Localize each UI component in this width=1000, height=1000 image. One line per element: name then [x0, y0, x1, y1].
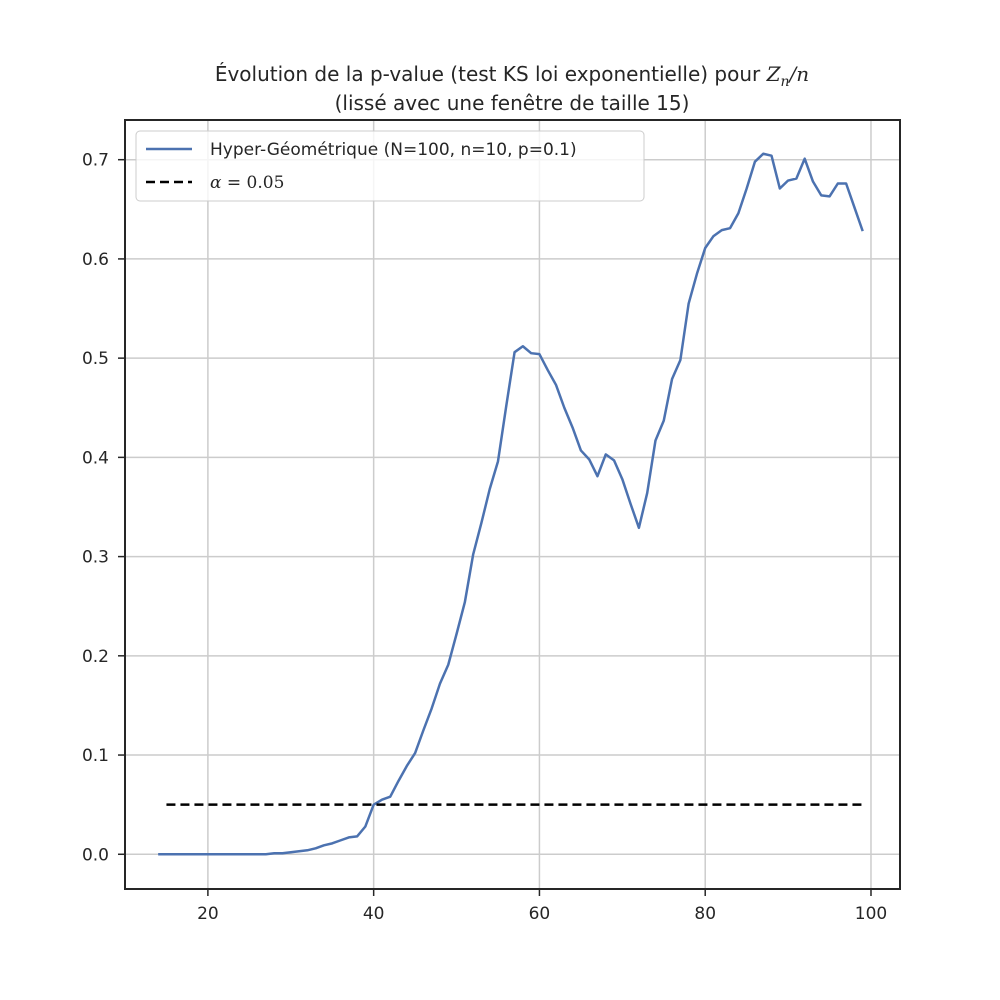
series-layer [158, 152, 864, 856]
y-tick-label: 0.4 [82, 448, 109, 468]
y-tick-label: 0.7 [82, 151, 109, 171]
legend-label-series-1: α = 0.05 [210, 173, 284, 193]
y-tick-label: 0.2 [82, 647, 109, 667]
y-tick-label: 0.0 [82, 845, 109, 865]
legend: Hyper-Géométrique (N=100, n=10, p=0.1) α… [135, 130, 645, 202]
y-tick-label: 0.1 [82, 746, 109, 766]
legend-alpha-symbol: α [210, 173, 222, 193]
grid [125, 120, 900, 889]
plot-frame [124, 119, 901, 890]
x-tick-label: 40 [363, 904, 385, 924]
x-tick-label: 20 [197, 904, 219, 924]
y-tick-label: 0.6 [82, 250, 109, 270]
legend-label-series-0: Hyper-Géométrique (N=100, n=10, p=0.1) [210, 140, 577, 160]
x-tick-label: 60 [529, 904, 551, 924]
chart-title-text: Évolution de la p-value (test KS loi exp… [215, 62, 767, 86]
chart-title-math-rest: /n [788, 62, 810, 86]
x-tick-label: 80 [694, 904, 716, 924]
ticks: 20 40 60 80 100 0.0 0.1 0.2 0.3 0.4 0.5 0.6 0.7 [82, 151, 887, 924]
chart-title-math-sub: n [781, 74, 790, 90]
x-tick-label: 100 [855, 904, 887, 924]
chart-title-math-z: Z [766, 62, 782, 86]
y-tick-label: 0.3 [82, 548, 109, 568]
chart-title-line2: (lissé avec une fenêtre de taille 15) [335, 91, 690, 115]
chart-title-line1: Évolution de la p-value (test KS loi exp… [215, 62, 809, 90]
series-line-0 [158, 152, 864, 856]
legend-alpha-value: = 0.05 [221, 173, 284, 193]
y-tick-label: 0.5 [82, 349, 109, 369]
legend-box [135, 130, 645, 202]
